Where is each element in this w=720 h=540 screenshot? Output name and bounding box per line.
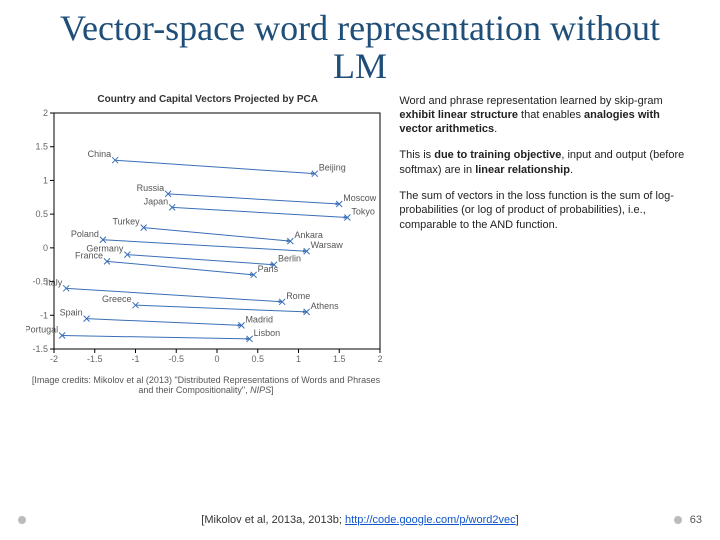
pagenum-bullet-icon xyxy=(674,516,682,524)
paragraph-1: Word and phrase representation learned b… xyxy=(399,94,694,137)
chart-title: Country and Capital Vectors Projected by… xyxy=(26,94,389,105)
svg-text:Athens: Athens xyxy=(311,301,340,311)
paragraph-2: This is due to training objective, input… xyxy=(399,148,694,177)
svg-text:Moscow: Moscow xyxy=(343,193,377,203)
svg-text:0: 0 xyxy=(43,242,48,252)
svg-text:Spain: Spain xyxy=(60,307,83,317)
p1-a: Word and phrase representation learned b… xyxy=(399,95,662,107)
svg-text:Lisbon: Lisbon xyxy=(254,327,281,337)
pca-chart: -2-1.5-1-0.500.511.52-1.5-1-0.500.511.52… xyxy=(26,107,386,369)
footer-bullet-icon xyxy=(18,516,26,524)
svg-text:Portugal: Portugal xyxy=(26,324,58,334)
chart-column: Country and Capital Vectors Projected by… xyxy=(26,94,389,397)
svg-text:2: 2 xyxy=(43,108,48,118)
svg-text:Turkey: Turkey xyxy=(112,216,140,226)
cite-suffix: ] xyxy=(516,514,519,526)
svg-text:Ankara: Ankara xyxy=(294,230,323,240)
credit-ital: NIPS xyxy=(250,385,271,395)
content-row: Country and Capital Vectors Projected by… xyxy=(0,86,720,397)
svg-text:Beijing: Beijing xyxy=(319,162,346,172)
svg-text:-2: -2 xyxy=(50,354,58,364)
footer-citation: [Mikolov et al, 2013a, 2013b; http://cod… xyxy=(0,514,720,526)
p1-e: . xyxy=(494,123,497,135)
svg-text:1.5: 1.5 xyxy=(35,141,48,151)
text-column: Word and phrase representation learned b… xyxy=(389,94,694,397)
svg-text:France: France xyxy=(75,250,103,260)
svg-text:-1.5: -1.5 xyxy=(32,344,48,354)
p2-b: due to training objective xyxy=(434,149,561,161)
slide-title: Vector-space word representation without… xyxy=(0,0,720,86)
svg-text:-1.5: -1.5 xyxy=(87,354,103,364)
svg-text:Poland: Poland xyxy=(71,228,99,238)
svg-text:China: China xyxy=(88,149,112,159)
svg-text:Warsaw: Warsaw xyxy=(311,240,344,250)
p1-c: that enables xyxy=(518,109,584,121)
slide: Vector-space word representation without… xyxy=(0,0,720,540)
p1-b: exhibit linear structure xyxy=(399,109,518,121)
svg-text:Rome: Rome xyxy=(286,290,310,300)
svg-text:-1: -1 xyxy=(40,310,48,320)
image-credit: [Image credits: Mikolov et al (2013) "Di… xyxy=(26,375,386,397)
svg-text:1: 1 xyxy=(296,354,301,364)
chart-svg: -2-1.5-1-0.500.511.52-1.5-1-0.500.511.52… xyxy=(26,107,386,369)
svg-text:Italy: Italy xyxy=(46,277,63,287)
svg-text:Paris: Paris xyxy=(258,263,279,273)
svg-text:Tokyo: Tokyo xyxy=(351,206,375,216)
svg-text:Berlin: Berlin xyxy=(278,253,301,263)
cite-prefix: [Mikolov et al, 2013a, 2013b; xyxy=(201,514,345,526)
p2-a: This is xyxy=(399,149,434,161)
svg-text:1: 1 xyxy=(43,175,48,185)
paragraph-3: The sum of vectors in the loss function … xyxy=(399,189,694,232)
svg-text:Madrid: Madrid xyxy=(245,314,273,324)
p2-d: linear relationship xyxy=(475,164,570,176)
credit-suffix: ] xyxy=(271,385,274,395)
page-number: 63 xyxy=(690,514,702,526)
svg-text:2: 2 xyxy=(377,354,382,364)
svg-text:Greece: Greece xyxy=(102,294,132,304)
svg-text:-0.5: -0.5 xyxy=(168,354,184,364)
svg-text:0.5: 0.5 xyxy=(35,209,48,219)
footer: [Mikolov et al, 2013a, 2013b; http://cod… xyxy=(0,514,720,526)
svg-text:-1: -1 xyxy=(131,354,139,364)
credit-prefix: [Image credits: Mikolov et al (2013) "Di… xyxy=(32,375,380,396)
svg-text:0.5: 0.5 xyxy=(251,354,264,364)
svg-text:Japan: Japan xyxy=(144,196,169,206)
code-link[interactable]: http://code.google.com/p/word2vec xyxy=(345,514,516,526)
svg-text:Russia: Russia xyxy=(137,183,165,193)
svg-text:1.5: 1.5 xyxy=(333,354,346,364)
p2-e: . xyxy=(570,164,573,176)
svg-text:0: 0 xyxy=(214,354,219,364)
